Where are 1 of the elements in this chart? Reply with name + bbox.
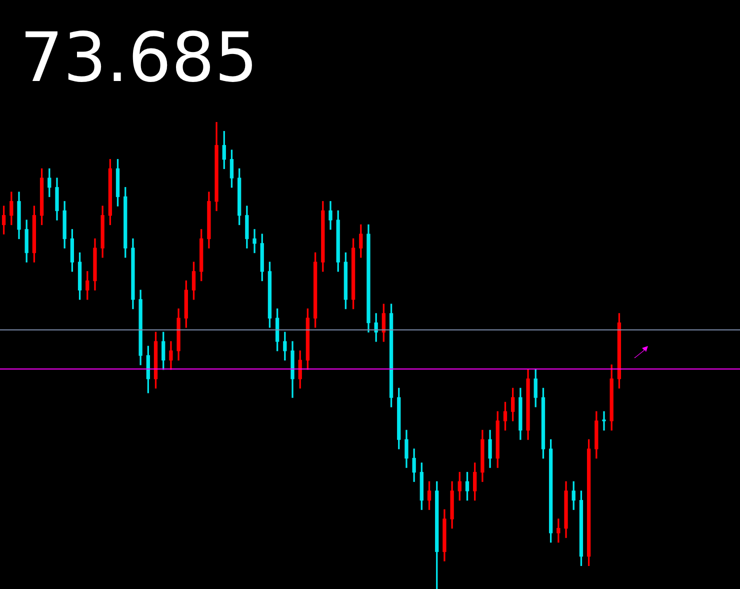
chart-title: 73.685	[20, 18, 258, 100]
